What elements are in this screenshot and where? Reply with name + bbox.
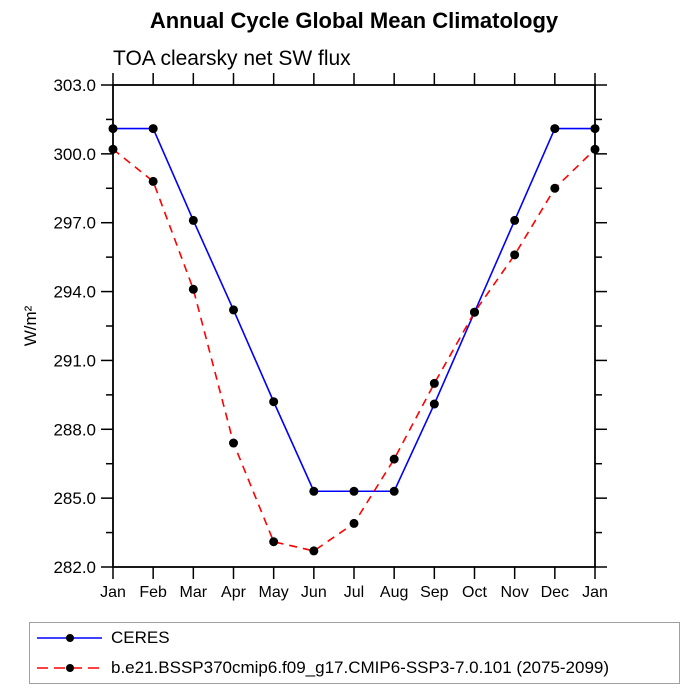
y-tick-label: 294.0 — [53, 283, 96, 302]
data-point-marker — [590, 124, 600, 134]
data-point-marker — [349, 518, 359, 528]
data-point-marker — [510, 215, 520, 225]
y-tick-label: 285.0 — [53, 489, 96, 508]
data-point-marker — [148, 124, 158, 134]
y-tick-label: 303.0 — [53, 76, 96, 95]
y-tick-label: 297.0 — [53, 214, 96, 233]
legend-label-ceres: CERES — [111, 628, 170, 647]
x-tick-label: May — [259, 584, 289, 601]
data-point-marker — [470, 307, 479, 317]
data-point-marker — [590, 144, 600, 154]
x-tick-label: Aug — [380, 584, 408, 601]
x-tick-label: Jan — [582, 584, 608, 601]
data-point-marker — [108, 144, 118, 154]
data-point-marker — [229, 438, 238, 448]
legend-swatch-ceres-line — [37, 634, 102, 642]
x-tick-label: Sep — [420, 584, 449, 601]
legend-label-model: b.e21.BSSP370cmip6.f09_g17.CMIP6-SSP3-7.… — [111, 658, 610, 677]
data-point-marker — [429, 378, 439, 388]
series-model — [108, 144, 600, 556]
data-point-marker — [550, 183, 560, 193]
data-point-marker — [309, 546, 319, 556]
data-point-marker — [510, 250, 520, 260]
y-tick-label: 288.0 — [53, 420, 96, 439]
x-tick-label: Feb — [139, 584, 167, 601]
data-point-marker — [309, 486, 319, 496]
x-tick-label: Jun — [301, 584, 327, 601]
chart-title: Annual Cycle Global Mean Climatology — [149, 8, 559, 33]
data-point-marker — [389, 454, 399, 464]
data-point-marker — [188, 215, 198, 225]
data-point-marker — [108, 124, 118, 134]
x-tick-label: Apr — [221, 584, 247, 601]
y-tick-label: 282.0 — [53, 558, 96, 577]
y-tick-label: 300.0 — [53, 145, 96, 164]
data-point-marker — [148, 176, 158, 186]
data-point-marker — [550, 124, 560, 134]
axes — [101, 73, 607, 579]
x-tick-label: Jul — [344, 584, 364, 601]
data-point-marker — [188, 284, 198, 294]
data-point-marker — [389, 486, 399, 496]
x-tick-label: Nov — [500, 584, 528, 601]
data-point-marker — [349, 486, 359, 496]
x-tick-label: Dec — [541, 584, 569, 601]
chart-plot: Jan Feb Mar Apr May Jun Jul Aug Sep Oct Nov Dec Jan 3… — [53, 73, 608, 601]
axis-tick-labels: Jan Feb Mar Apr May Jun Jul Aug Sep Oct Nov Dec Jan 3… — [53, 76, 607, 601]
series-ceres — [108, 124, 600, 496]
legend: CERES b.e21.BSSP370cmip6.f09_g17.CMIP6-S… — [29, 622, 680, 684]
x-tick-label: Mar — [180, 584, 208, 601]
data-point-marker — [269, 397, 279, 407]
legend-item-model: b.e21.BSSP370cmip6.f09_g17.CMIP6-SSP3-7.… — [30, 653, 679, 683]
chart-subtitle: TOA clearsky net SW flux — [113, 47, 351, 70]
data-point-marker — [269, 537, 279, 547]
legend-swatch-model-line — [37, 664, 102, 672]
data-point-marker — [229, 305, 238, 315]
x-tick-label: Jan — [100, 584, 126, 601]
y-tick-label: 291.0 — [53, 351, 96, 370]
legend-item-ceres: CERES — [30, 623, 679, 653]
x-tick-label: Oct — [462, 584, 487, 601]
data-point-marker — [429, 399, 439, 409]
